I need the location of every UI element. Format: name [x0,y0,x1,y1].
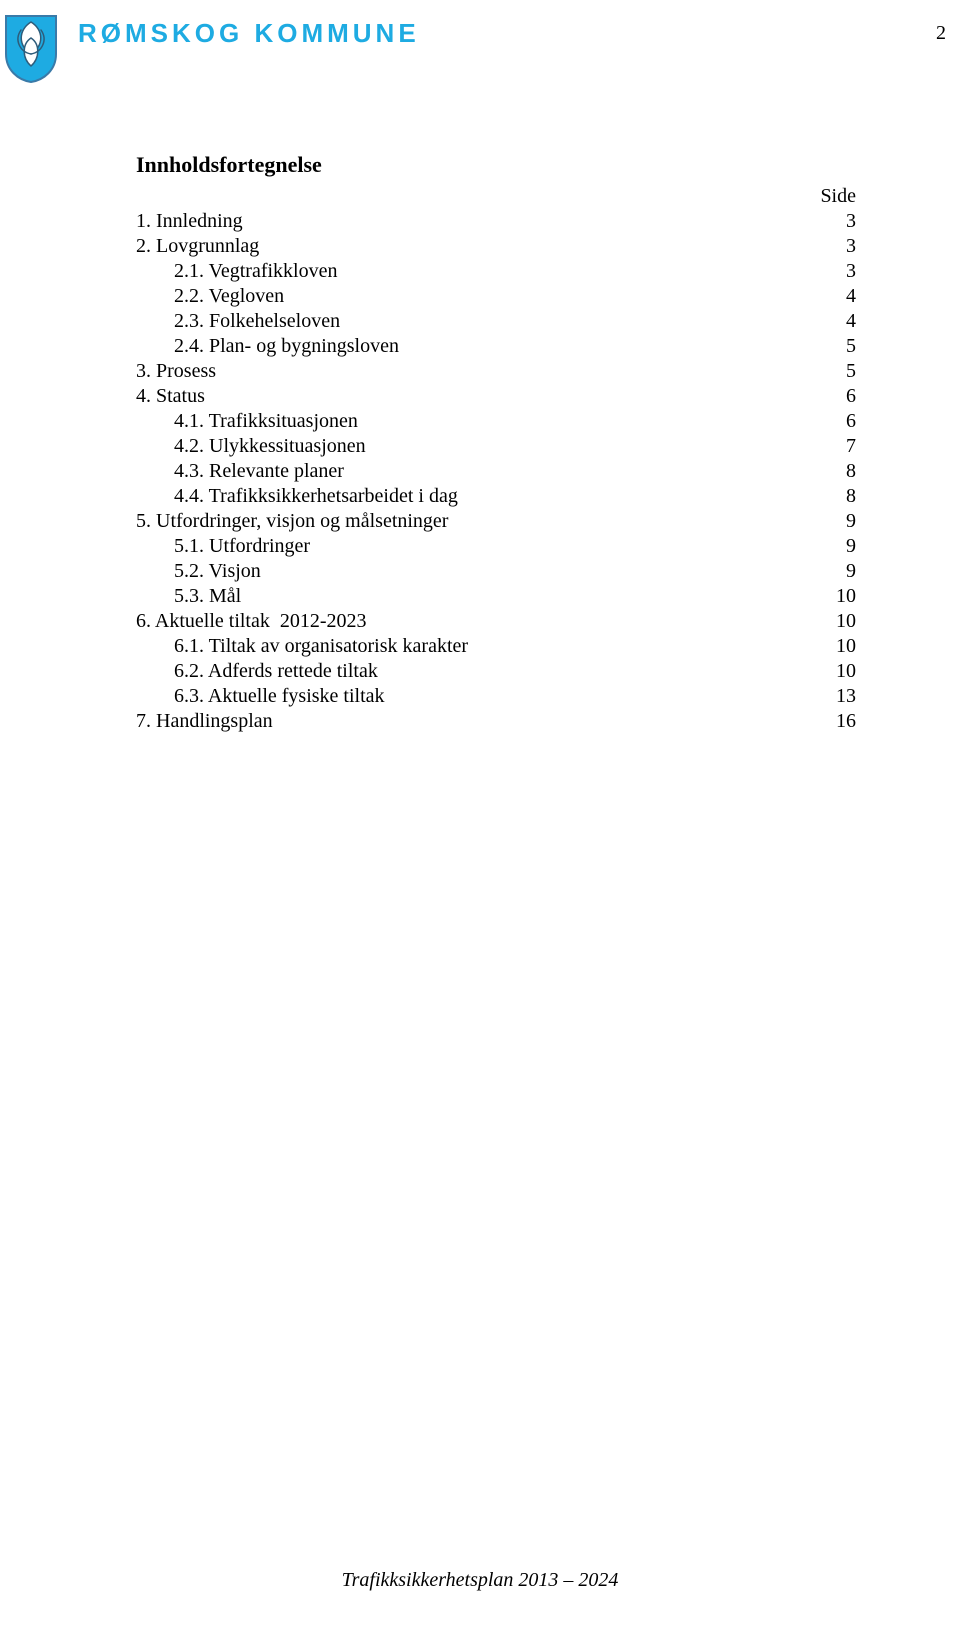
toc-entry-page: 3 [826,209,856,234]
toc-row: 3. Prosess 5 [136,359,856,384]
toc-entry-label: 2.4. Plan- og bygningsloven [136,334,399,359]
toc-entry-page: 3 [826,234,856,259]
toc-entry-label: 2.2. Vegloven [136,284,284,309]
toc-row: 2. Lovgrunnlag 3 [136,234,856,259]
toc-row: 5.3. Mål 10 [136,584,856,609]
toc-entry-label: 5.1. Utfordringer [136,534,310,559]
toc-entry-label: 5.3. Mål [136,584,241,609]
toc-entry-label: 6.2. Adferds rettede tiltak [136,659,378,684]
toc-side-heading-row: Side [136,184,856,209]
toc-entry-label: 1. Innledning [136,209,243,234]
toc-entry-label: 4.3. Relevante planer [136,459,344,484]
toc-row: 4.4. Trafikksikkerhetsarbeidet i dag 8 [136,484,856,509]
toc-entry-label: 5.2. Visjon [136,559,261,584]
toc-entry-page: 6 [826,384,856,409]
toc-entry-label: 4.2. Ulykkessituasjonen [136,434,366,459]
page-number: 2 [936,22,946,45]
toc-row: 6. Aktuelle tiltak 2012-2023 10 [136,609,856,634]
toc-row: 4.1. Trafikksituasjonen 6 [136,409,856,434]
toc-row: 4.2. Ulykkessituasjonen 7 [136,434,856,459]
toc-entry-page: 10 [826,584,856,609]
toc-rows-container: 1. Innledning32. Lovgrunnlag32.1. Vegtra… [136,209,856,734]
toc-entry-label: 6. Aktuelle tiltak 2012-2023 [136,609,367,634]
toc-entry-label: 4. Status [136,384,205,409]
document-footer: Trafikksikkerhetsplan 2013 – 2024 [0,1569,960,1592]
toc-entry-page: 9 [826,534,856,559]
side-heading: Side [820,184,856,209]
toc-entry-page: 5 [826,334,856,359]
toc-entry-label: 7. Handlingsplan [136,709,273,734]
toc-entry-label: 2. Lovgrunnlag [136,234,259,259]
toc-row: 6.1. Tiltak av organisatorisk karakter 10 [136,634,856,659]
toc-entry-page: 9 [826,509,856,534]
toc-entry-page: 4 [826,309,856,334]
toc-row: 2.2. Vegloven 4 [136,284,856,309]
toc-entry-page: 4 [826,284,856,309]
organization-title: RØMSKOG KOMMUNE [78,18,420,49]
toc-entry-label: 6.1. Tiltak av organisatorisk karakter [136,634,468,659]
toc-entry-page: 13 [826,684,856,709]
toc-entry-label: 3. Prosess [136,359,216,384]
crest-icon [4,14,58,84]
toc-row: 2.3. Folkehelseloven 4 [136,309,856,334]
toc-row: 2.4. Plan- og bygningsloven 5 [136,334,856,359]
toc-entry-page: 8 [826,459,856,484]
toc-entry-page: 10 [826,659,856,684]
toc-entry-label: 2.1. Vegtrafikkloven [136,259,338,284]
toc-entry-page: 8 [826,484,856,509]
toc-entry-page: 10 [826,634,856,659]
toc-row: 7. Handlingsplan 16 [136,709,856,734]
toc-entry-page: 7 [826,434,856,459]
toc-row: 6.3. Aktuelle fysiske tiltak 13 [136,684,856,709]
toc-entry-label: 6.3. Aktuelle fysiske tiltak [136,684,385,709]
toc-row: 5.1. Utfordringer 9 [136,534,856,559]
toc-row: 4. Status 6 [136,384,856,409]
toc-row: 1. Innledning 3 [136,209,856,234]
toc-entry-label: 4.4. Trafikksikkerhetsarbeidet i dag [136,484,458,509]
document-header: RØMSKOG KOMMUNE [0,0,960,84]
toc-row: 4.3. Relevante planer 8 [136,459,856,484]
toc-entry-page: 6 [826,409,856,434]
toc-entry-label: 4.1. Trafikksituasjonen [136,409,358,434]
table-of-contents: Innholdsfortegnelse Side 1. Innledning32… [136,152,856,734]
toc-row: 5. Utfordringer, visjon og målsetninger 9 [136,509,856,534]
toc-title: Innholdsfortegnelse [136,152,856,178]
toc-row: 2.1. Vegtrafikkloven 3 [136,259,856,284]
toc-entry-page: 9 [826,559,856,584]
toc-entry-label: 2.3. Folkehelseloven [136,309,340,334]
toc-row: 6.2. Adferds rettede tiltak 10 [136,659,856,684]
toc-row: 5.2. Visjon 9 [136,559,856,584]
toc-entry-page: 3 [826,259,856,284]
toc-entry-label: 5. Utfordringer, visjon og målsetninger [136,509,448,534]
toc-entry-page: 5 [826,359,856,384]
toc-entry-page: 16 [826,709,856,734]
toc-entry-page: 10 [826,609,856,634]
